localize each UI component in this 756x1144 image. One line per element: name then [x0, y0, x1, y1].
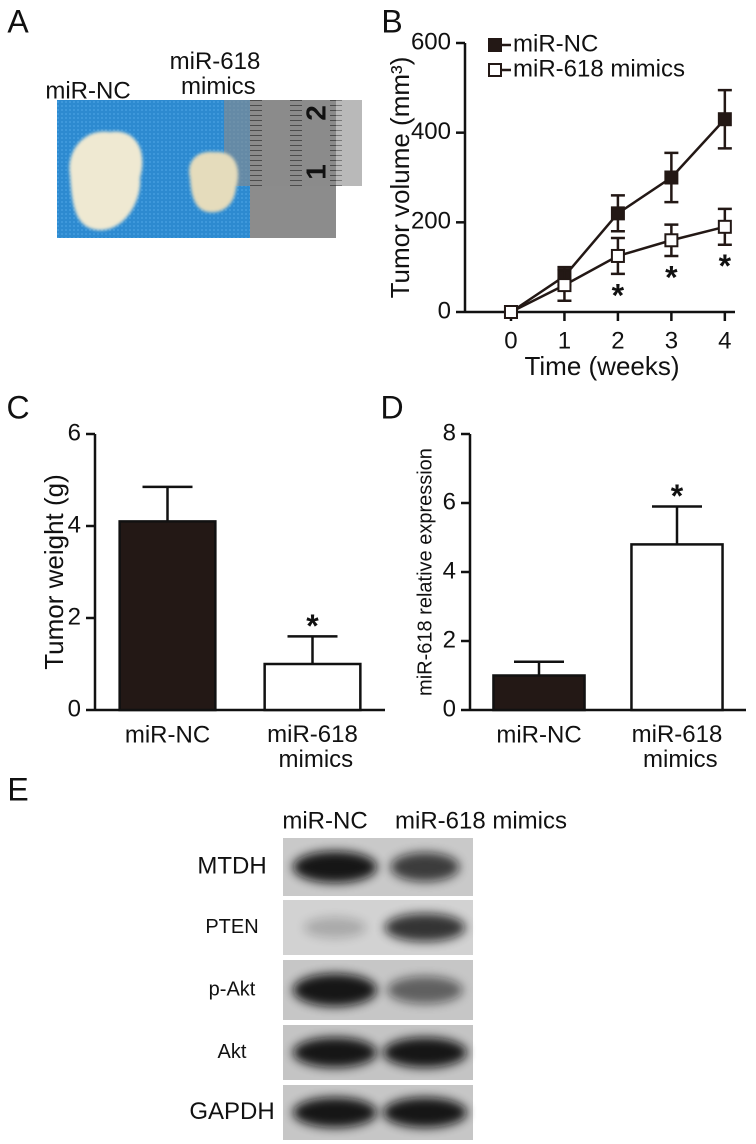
blot-row-label: GAPDH: [189, 1098, 274, 1125]
bar: [630, 543, 724, 712]
y-tick-label: 2: [68, 603, 81, 630]
ruler-ticks: [224, 100, 362, 186]
blot-band: [387, 976, 463, 1004]
y-tick-label: 200: [411, 208, 451, 235]
marker: [610, 248, 625, 263]
photo-label: miR-618 mimics: [170, 48, 261, 100]
legend-label: miR-618 mimics: [513, 55, 685, 82]
blot-column-label: miR-NC: [282, 807, 367, 834]
x-tick-label: 4: [718, 327, 731, 354]
legend-marker: [488, 38, 502, 52]
blot-row-label: p-Akt: [209, 978, 256, 1000]
legend-label: miR-NC: [513, 30, 598, 57]
marker: [664, 233, 679, 248]
significance-mark: *: [612, 277, 625, 313]
y-tick-label: 0: [438, 297, 451, 324]
panel-label: C: [6, 389, 29, 425]
blot-band: [293, 851, 377, 883]
y-tick-label: 2: [443, 626, 456, 653]
blot-column-label: miR-618 mimics: [395, 807, 567, 834]
bar: [118, 520, 217, 712]
blot-row-label: MTDH: [197, 852, 266, 879]
blot-band: [303, 917, 367, 938]
marker: [557, 278, 572, 293]
legend-marker: [488, 63, 502, 77]
blot-band: [293, 1037, 377, 1068]
blot-band: [383, 1037, 467, 1068]
x-tick-label: 1: [558, 327, 571, 354]
marker: [717, 219, 732, 234]
x-tick-label: 0: [504, 327, 517, 354]
blot-band: [293, 973, 377, 1007]
y-axis-label: Tumor weight (g): [39, 474, 69, 670]
blot-band: [390, 852, 460, 882]
y-tick-label: 6: [68, 419, 81, 446]
blot-row-label: Akt: [218, 1041, 247, 1063]
x-tick-label: 2: [611, 327, 624, 354]
marker: [717, 112, 732, 127]
marker: [610, 206, 625, 221]
y-tick-label: 0: [443, 695, 456, 722]
panel-label: B: [381, 3, 402, 39]
significance-mark: *: [719, 248, 732, 284]
bar: [492, 674, 586, 712]
panel-label: E: [7, 771, 28, 807]
x-tick-label: miR-618 mimics: [632, 721, 723, 773]
tumor: [189, 151, 239, 213]
y-tick-label: 600: [411, 28, 451, 55]
y-tick-label: 0: [68, 695, 81, 722]
significance-mark: *: [671, 478, 684, 514]
panel-label: D: [380, 389, 403, 425]
y-axis-label: miR-618 relative expression: [414, 448, 436, 696]
x-tick-label: miR-NC: [125, 721, 210, 748]
y-axis-label: Tumor volume (mm³): [385, 57, 415, 299]
x-tick-label: miR-618 mimics: [267, 721, 358, 773]
blot-row-label: PTEN: [205, 916, 258, 938]
y-tick-label: 400: [411, 118, 451, 145]
ruler-label: 1: [300, 164, 331, 180]
x-tick-label: miR-NC: [496, 721, 581, 748]
marker: [664, 170, 679, 185]
blot-band: [293, 1097, 377, 1128]
y-tick-label: 4: [68, 511, 81, 538]
bar: [263, 662, 362, 712]
y-tick-label: 4: [443, 557, 456, 584]
blot: miR-NC miR-618 mimics MTDH PTEN p-Akt Akt GAPD…: [189, 807, 567, 1140]
blot-band: [384, 913, 466, 942]
photo: [57, 100, 362, 238]
blot-band: [383, 1097, 467, 1128]
y-tick-label: 8: [443, 419, 456, 446]
tumor: [69, 131, 143, 231]
ruler-label: 2: [300, 105, 331, 121]
photo-label: miR-NC: [45, 77, 130, 104]
significance-mark: *: [665, 259, 678, 295]
marker: [503, 305, 518, 319]
panel-label: A: [7, 3, 29, 39]
x-axis-label: Time (weeks): [524, 351, 679, 381]
x-tick-label: 3: [665, 327, 678, 354]
significance-mark: *: [306, 608, 319, 644]
y-tick-label: 6: [443, 488, 456, 515]
